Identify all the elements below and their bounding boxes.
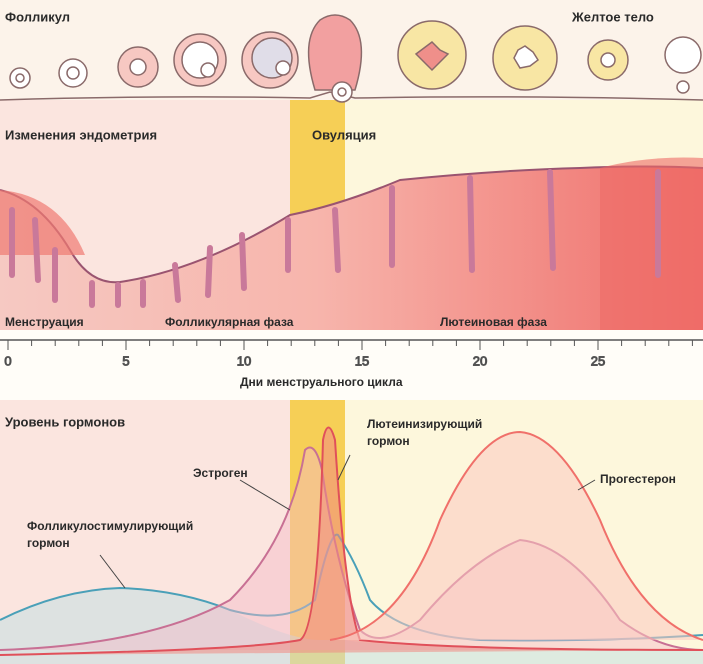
progesterone-label: Прогестерон [600,472,676,486]
tick-label: 5 [122,353,129,368]
tick-label: 15 [355,353,369,368]
endometrium [0,157,703,330]
corpus-luteum-label: Желтое тело [571,9,654,24]
fsh-label: Фолликулостимулирующий [27,519,193,533]
tick-label: 10 [237,353,251,368]
lh-label: Лютеинизирующий [367,417,482,431]
tick-label: 20 [473,353,487,368]
ovulation-label: Овуляция [312,127,376,142]
estrogen-label: Эстроген [193,466,248,480]
phase-label: Лютеиновая фаза [440,315,547,329]
axis: 0 5 10 15 20 25 [0,339,703,369]
axis-label: Дни менструального цикла [240,375,403,389]
labels: Фолликул Желтое тело Изменения эндометри… [5,9,676,550]
phase-label: Менструация [5,315,84,329]
tick-label: 25 [591,353,605,368]
fsh-label: гормон [27,536,70,550]
hormone-curves [0,426,703,664]
lh-label: гормон [367,434,410,448]
hormones-title: Уровень гормонов [5,414,125,429]
follicle-label: Фолликул [5,9,70,24]
endometrium-title: Изменения эндометрия [5,127,157,142]
ovary-strip [0,14,703,103]
phase-label: Фолликулярная фаза [165,315,294,329]
tick-label: 0 [4,353,11,368]
